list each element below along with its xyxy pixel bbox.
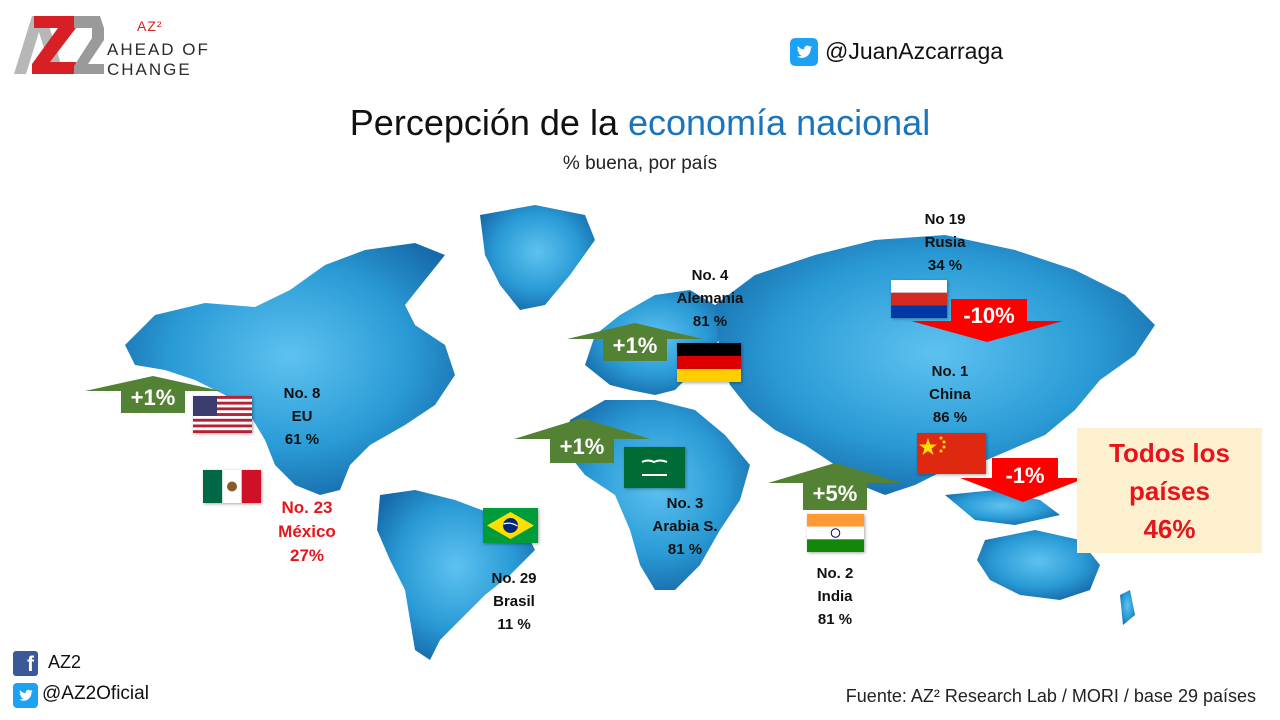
az2-logo [12,8,104,80]
page-title: Percepción de la economía nacional [349,102,931,143]
summary-box: Todos los países 46% [1077,428,1262,553]
change-value-alemania: +1% [612,333,658,358]
twitter-footer-handle[interactable]: @AZ2Oficial [42,683,149,704]
logo-superscript: AZ² [137,18,163,34]
brazil-flag [483,508,538,543]
twitter-handle[interactable]: @JuanAzcarraga [825,38,1004,64]
russia-flag [891,280,947,318]
change-value-india: +5% [812,481,858,506]
country-label-arabia: No. 3 Arabia S. 81 % [652,495,718,558]
usa-flag [193,396,252,433]
change-value-china: -1% [1005,463,1045,488]
new-zealand-shape [1120,590,1135,625]
twitter-icon [790,38,818,66]
change-arrow-china [960,458,1086,502]
country-label-china: No. 1 China 86 % [929,363,971,426]
logo-tagline-2: CHANGE [107,60,192,79]
country-label-rusia: No 19 Rusia 34 % [924,211,966,274]
country-label-india: No. 2 India 81 % [816,565,854,628]
asia-shape [715,235,1155,495]
twitter-icon [13,683,38,708]
country-label-eu: No. 8 EU 61 % [283,385,321,448]
facebook-icon: f [13,651,38,676]
title-highlight: economía nacional [627,102,931,143]
country-label-mexico: No. 23 México 27% [278,498,336,565]
greenland-shape [480,205,595,310]
change-arrow-rusia [911,299,1063,342]
change-value-rusia: -10% [963,303,1015,328]
saudi-arabia-flag [624,447,685,488]
australia-shape [977,530,1100,600]
china-flag [917,433,986,474]
north-america-shape [125,243,455,495]
mexico-flag [203,470,261,503]
logo-tagline-1: AHEAD OF [107,40,210,59]
change-arrow-india [768,463,902,510]
page-subtitle: % buena, por país [562,153,718,174]
germany-flag [677,343,741,382]
change-arrow-alemania [567,323,703,361]
facebook-handle[interactable]: AZ2 [48,652,82,672]
india-flag [807,514,864,552]
source-note: Fuente: AZ² Research Lab / MORI / base 2… [845,686,1256,706]
change-value-arabia: +1% [559,434,605,459]
country-label-brasil: No. 29 Brasil 11 % [491,570,537,633]
change-arrow-arabia [514,418,650,463]
change-value-eu: +1% [130,385,176,410]
country-label-alemania: No. 4 Alemania 81 % [676,267,744,330]
change-arrow-eu [85,376,221,413]
